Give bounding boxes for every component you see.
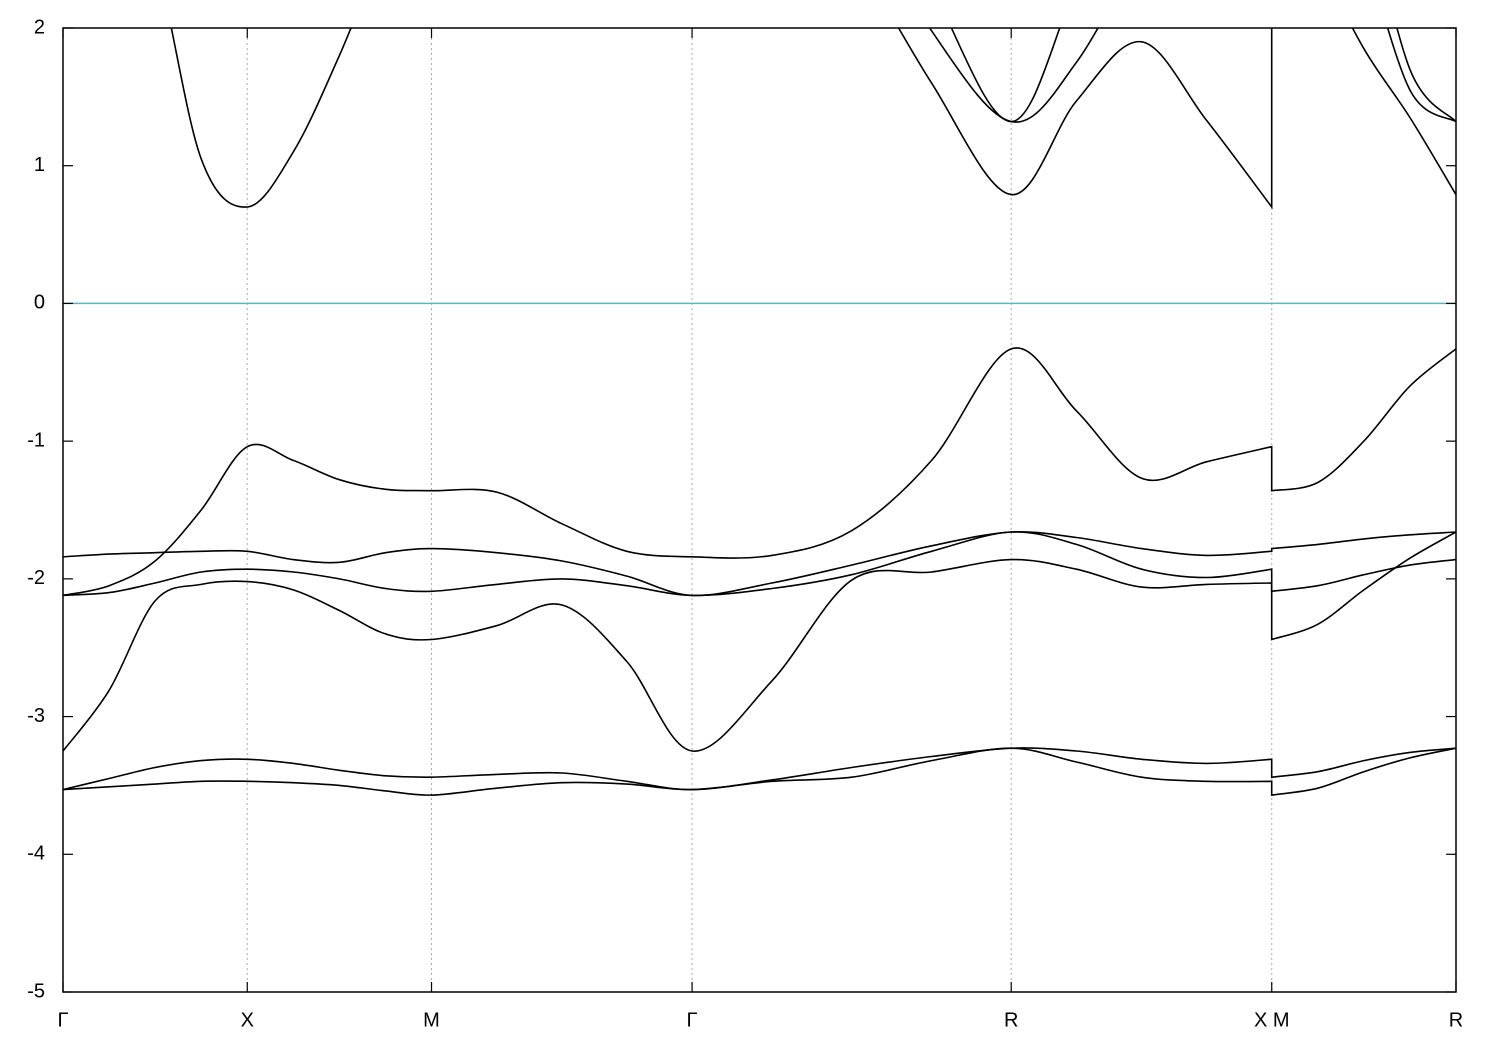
bands <box>63 28 1456 797</box>
y-tick-label: -1 <box>27 429 45 451</box>
y-tick-label: -3 <box>27 705 45 727</box>
x-tick-label: R <box>1004 1009 1018 1031</box>
axes: -5 -4 -3 -2 -1 0 1 2 Γ X M Γ R X M R <box>27 16 1463 1031</box>
band-line <box>928 28 1456 123</box>
band-line <box>63 747 1456 791</box>
plot-frame <box>62 27 1457 993</box>
x-tick-label: Γ <box>687 1009 698 1031</box>
x-tick-label: M <box>423 1009 440 1031</box>
x-tick-label: X <box>241 1009 254 1031</box>
x-tick-label: Γ <box>57 1009 68 1031</box>
band-line <box>950 28 1456 123</box>
y-tick-label: -4 <box>27 843 45 865</box>
x-tick-label: R <box>1449 1009 1463 1031</box>
y-tick-label: -2 <box>27 567 45 589</box>
band-line <box>63 530 1456 597</box>
band-line <box>170 28 1456 210</box>
x-tick-label: X M <box>1254 1009 1290 1031</box>
y-tick-label: -5 <box>27 980 45 1002</box>
band-line <box>63 347 1456 597</box>
y-tick-label: 0 <box>34 292 45 314</box>
y-tick-label: 2 <box>34 16 45 38</box>
band-line <box>63 531 1456 752</box>
band-line <box>63 747 1456 797</box>
y-tick-label: 1 <box>34 154 45 176</box>
